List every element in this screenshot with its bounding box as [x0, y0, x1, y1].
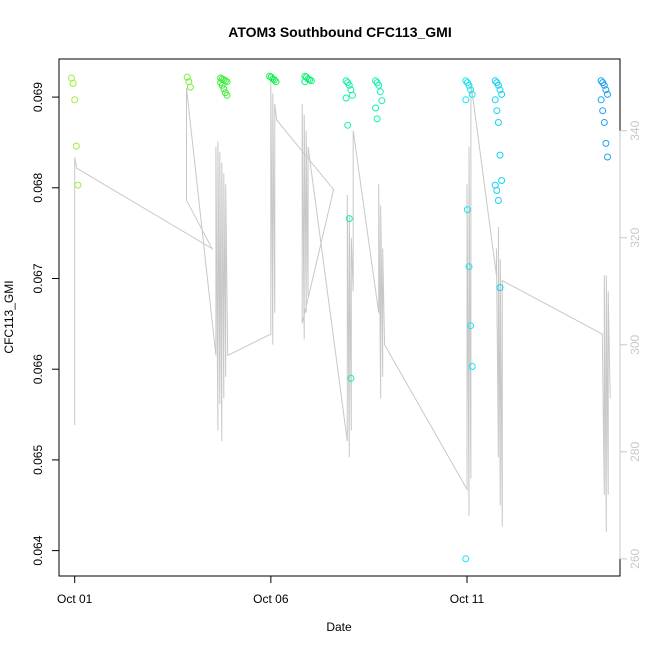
data-point: [342, 77, 350, 85]
data-point: [347, 374, 355, 382]
secondary-line: [74, 82, 611, 533]
data-point: [345, 215, 353, 223]
line-series: [74, 82, 611, 533]
data-point: [494, 119, 502, 126]
data-point: [467, 322, 475, 330]
data-point: [462, 555, 470, 563]
data-point: [270, 76, 278, 84]
data-point: [372, 77, 379, 85]
data-point: [462, 77, 470, 85]
chart-title: ATOM3 Southbound CFC113_GMI: [228, 24, 452, 40]
y-tick-label: 0.066: [31, 354, 45, 384]
data-point: [349, 91, 356, 99]
data-point: [218, 81, 226, 89]
data-point: [223, 91, 231, 99]
data-point: [220, 85, 228, 93]
data-point: [223, 78, 231, 86]
x-tick-label: Oct 11: [450, 592, 485, 606]
y-tick-label: 0.068: [31, 172, 45, 202]
y2-tick-label: 340: [628, 120, 642, 140]
x-axis-label: Date: [326, 620, 352, 634]
data-point: [597, 96, 605, 104]
data-point: [465, 81, 473, 89]
data-point: [494, 197, 502, 204]
x-tick-label: Oct 01: [57, 592, 93, 606]
data-point: [602, 139, 610, 147]
data-point: [600, 119, 608, 126]
data-point: [345, 81, 353, 89]
data-point: [491, 96, 499, 104]
data-point: [465, 263, 473, 271]
plot-frame: [58, 58, 621, 577]
data-point: [72, 142, 80, 150]
y2-tick-label: 320: [628, 227, 642, 247]
data-point: [496, 284, 504, 292]
data-point: [494, 81, 502, 89]
data-point: [74, 181, 82, 189]
data-point: [301, 78, 309, 86]
data-point: [496, 86, 504, 94]
data-point: [496, 151, 504, 159]
y-tick-label: 0.069: [31, 82, 45, 112]
data-point: [462, 96, 470, 104]
y2-tick-label: 300: [628, 334, 642, 354]
data-point: [604, 90, 611, 98]
data-point: [602, 86, 610, 94]
x-axis: Oct 01 Oct 06 Oct 11: [57, 575, 485, 606]
data-point: [600, 81, 608, 89]
y2-tick-label: 280: [628, 442, 642, 462]
data-point: [376, 88, 384, 96]
data-point: [597, 77, 605, 85]
data-point: [468, 90, 476, 98]
point-series: [68, 72, 611, 563]
data-point: [468, 363, 476, 370]
data-point: [183, 73, 191, 81]
y2-axis: 260 280 300 320 340: [619, 120, 642, 569]
data-point: [71, 96, 79, 104]
data-point: [498, 90, 506, 98]
data-point: [373, 115, 381, 123]
data-point: [375, 81, 383, 89]
y-tick-label: 0.067: [31, 263, 45, 293]
data-point: [307, 77, 315, 85]
y2-tick-label: 260: [628, 549, 642, 569]
data-point: [493, 187, 501, 194]
data-point: [378, 97, 386, 105]
data-point: [467, 86, 475, 94]
data-point: [272, 78, 280, 86]
data-point: [498, 177, 506, 184]
y-axis-label: CFC113_GMI: [2, 280, 16, 353]
data-point: [342, 94, 350, 102]
data-point: [604, 153, 611, 161]
x-tick-label: Oct 06: [253, 592, 289, 606]
data-point: [491, 77, 499, 85]
data-point: [463, 206, 471, 214]
data-point: [599, 107, 607, 115]
data-point: [493, 107, 501, 115]
data-point: [186, 83, 194, 91]
data-point: [372, 104, 379, 112]
data-point: [69, 80, 77, 87]
y-tick-label: 0.065: [31, 445, 45, 475]
y-tick-label: 0.064: [31, 535, 45, 565]
data-point: [344, 121, 352, 129]
y-axis: 0.064 0.065 0.066 0.067 0.068 0.069: [31, 82, 60, 566]
